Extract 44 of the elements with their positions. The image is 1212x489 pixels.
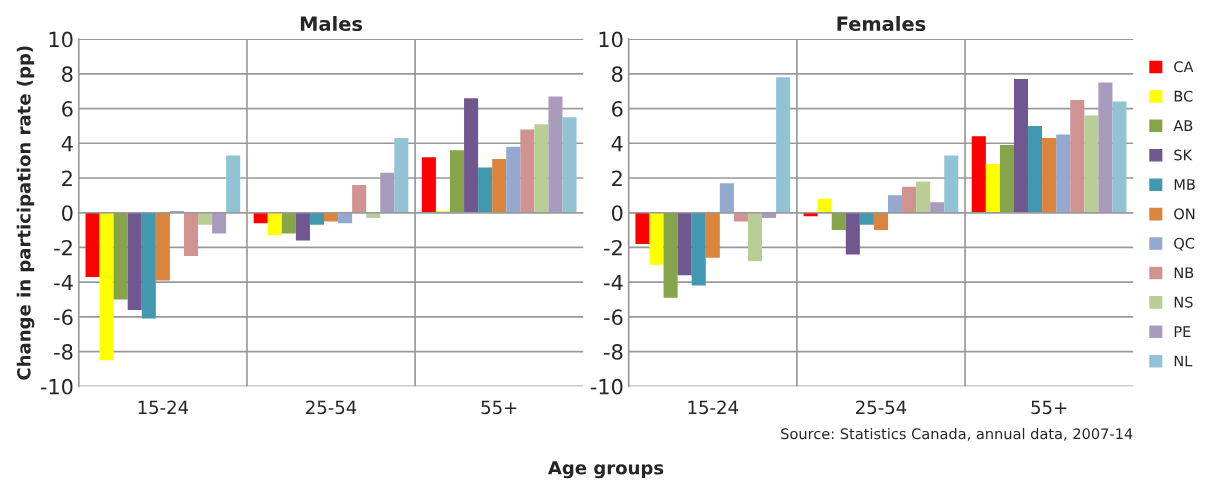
y-tick-label: 10 [599, 31, 623, 48]
legend-label: AB [1173, 120, 1193, 131]
y-tick-label: 0 [611, 205, 623, 221]
x-axis-title: Age groups [548, 461, 664, 479]
x-tick-label: 55+ [1031, 400, 1067, 415]
y-tick-label: 8 [612, 66, 623, 83]
x-tick-label: 25-54 [306, 400, 357, 415]
y-tick-label: -8 [604, 344, 623, 360]
y-tick-label: -8 [54, 344, 73, 360]
y-tick-label: 2 [612, 170, 622, 186]
y-tick-label: 0 [62, 205, 73, 221]
y-tick-label: -2 [604, 239, 622, 256]
y-tick-label: -10 [590, 378, 623, 395]
y-tick-label: -10 [40, 378, 73, 395]
x-tick-label: 55+ [481, 400, 517, 415]
y-tick-label: 2 [62, 170, 72, 186]
legend-label: SK [1174, 149, 1193, 161]
y-axis-title: Change in participation rate (pp) [16, 46, 35, 380]
y-tick-label: -4 [604, 274, 623, 291]
legend-label: NL [1174, 355, 1193, 367]
legend-label: NB [1174, 267, 1194, 279]
x-tick-label: 15-24 [688, 400, 739, 415]
y-tick-label: -2 [54, 239, 72, 256]
legend-label: CA [1174, 61, 1194, 73]
chart-title: Males [300, 16, 363, 32]
y-tick-label: 6 [62, 101, 73, 117]
y-tick-label: -6 [54, 309, 73, 326]
x-tick-label: 25-54 [856, 400, 907, 415]
legend-label: BC [1174, 90, 1193, 102]
y-tick-label: 6 [612, 101, 623, 117]
legend-label: MB [1174, 179, 1195, 190]
y-tick-label: -4 [54, 274, 73, 291]
legend-label: NS [1174, 296, 1193, 308]
y-tick-label: 4 [611, 136, 623, 152]
chart-title: Females [837, 16, 926, 32]
legend-label: QC [1174, 237, 1195, 251]
legend-label: PE [1174, 326, 1191, 337]
y-tick-label: -6 [604, 309, 623, 326]
legend-label: ON [1174, 208, 1195, 220]
source-note: Source: Statistics Canada, annual data, 2007-14 [781, 427, 1133, 441]
y-tick-label: 10 [49, 31, 73, 48]
y-tick-label: 8 [62, 66, 73, 83]
x-tick-label: 15-24 [138, 400, 189, 415]
y-tick-label: 4 [61, 136, 73, 152]
